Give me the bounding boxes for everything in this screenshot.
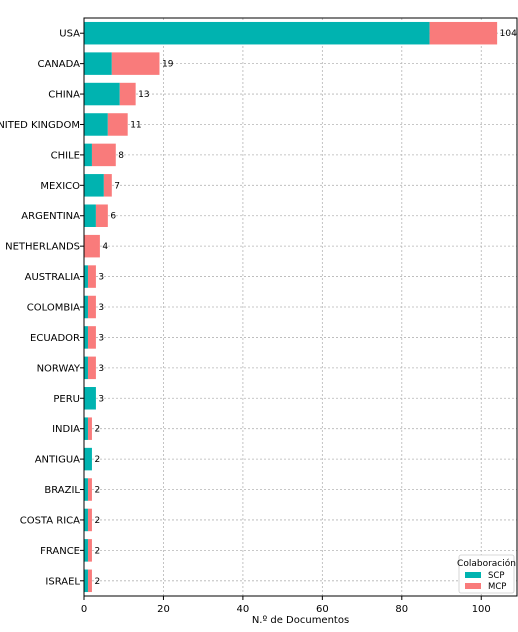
bar-scp (84, 174, 104, 197)
bar-total-label: 13 (138, 90, 149, 100)
x-tick-label: 100 (472, 604, 491, 615)
bar-mcp (87, 539, 92, 562)
bar-total-label: 7 (114, 181, 120, 191)
bar-mcp (119, 82, 136, 106)
x-tick-label: 60 (316, 604, 329, 615)
bar-total-label: 3 (98, 394, 104, 404)
bar-scp (84, 265, 88, 288)
bar-scp (84, 21, 430, 45)
bar-mcp (87, 356, 96, 380)
bar-scp (84, 387, 96, 410)
x-tick-label: 20 (157, 604, 170, 615)
legend-label-scp: SCP (488, 571, 504, 581)
bar-total-label: 3 (98, 333, 104, 343)
category-label: AUSTRALIA (25, 272, 81, 283)
bar-scp (84, 52, 112, 75)
category-label: CANADA (37, 59, 80, 70)
category-label: BRAZIL (44, 485, 80, 496)
bar-mcp (111, 52, 160, 75)
bar-scp (84, 478, 88, 501)
bar-mcp (103, 174, 112, 197)
x-tick-label: 40 (237, 604, 250, 615)
category-label: COLOMBIA (27, 303, 80, 314)
bar-mcp (84, 234, 100, 258)
bar-mcp (91, 143, 116, 167)
bar-total-label: 2 (94, 486, 100, 496)
bar-total-label: 8 (118, 151, 124, 161)
x-tick-label: 80 (395, 604, 408, 615)
category-label: CHILE (51, 150, 80, 161)
bar-total-label: 2 (94, 455, 100, 465)
category-label: USA (59, 29, 80, 40)
bar-total-label: 104 (500, 29, 517, 39)
category-label: ISRAEL (45, 576, 80, 587)
category-label: INDIA (52, 424, 80, 435)
bar-mcp (107, 113, 128, 136)
bar-scp (84, 539, 88, 562)
bar-total-label: 2 (94, 425, 100, 435)
category-label: FRANCE (40, 546, 80, 557)
bar-total-label: 3 (98, 364, 104, 374)
category-label: COSTA RICA (20, 515, 80, 526)
legend-swatch-scp (465, 572, 481, 578)
bar-scp (84, 204, 96, 227)
bar-mcp (429, 21, 498, 45)
bar-scp (84, 143, 92, 167)
category-label: ECUADOR (30, 333, 80, 344)
bar-scp (84, 508, 88, 532)
bar-scp (84, 82, 120, 106)
bar-total-label: 4 (102, 242, 108, 252)
legend-title: Colaboración (457, 558, 516, 569)
bar-total-label: 3 (98, 273, 104, 283)
bar-layer (84, 21, 498, 593)
bar-total-label: 19 (162, 60, 174, 70)
bar-total-label: 3 (98, 303, 104, 313)
category-label: CHINA (48, 90, 80, 101)
bar-mcp (87, 265, 96, 288)
bar-scp (84, 447, 92, 471)
bar-mcp (87, 478, 92, 501)
bar-scp (84, 113, 108, 136)
bar-total-label: 2 (94, 577, 100, 587)
axis-layer: 0 20 40 60 80 100 USA CANADA CHINA UNITED KINGDOM… (0, 29, 491, 615)
bar-scp (84, 326, 88, 349)
bar-mcp (87, 508, 92, 532)
x-axis-title: N.º de Documentos (252, 615, 349, 626)
bar-total-label: 2 (94, 516, 100, 526)
bar-total-label: 11 (130, 120, 141, 130)
bar-mcp (87, 295, 96, 319)
label-layer: 104 19 13 11 8 7 6 4 3 3 3 3 3 2 2 2 2 2 2 (94, 29, 517, 587)
bar-scp (84, 569, 88, 593)
category-label: ARGENTINA (21, 211, 80, 222)
category-label: MEXICO (40, 181, 80, 192)
legend-swatch-mcp (465, 583, 481, 589)
legend: Colaboración SCP MCP (457, 554, 516, 594)
x-tick-label: 0 (81, 604, 87, 615)
category-label: PERU (53, 394, 80, 405)
bar-mcp (95, 204, 108, 227)
bar-scp (84, 356, 88, 380)
bar-mcp (87, 569, 92, 593)
category-label: NORWAY (37, 363, 81, 374)
bar-total-label: 2 (94, 546, 100, 556)
bar-mcp (87, 417, 92, 440)
category-label: NETHERLANDS (5, 242, 80, 253)
category-label: UNITED KINGDOM (0, 120, 80, 131)
bar-scp (84, 295, 88, 319)
bar-scp (84, 417, 88, 440)
bar-total-label: 6 (110, 212, 116, 222)
category-label: ANTIGUA (35, 455, 80, 466)
bar-mcp (87, 326, 96, 349)
grid-layer (83, 18, 517, 596)
legend-label-mcp: MCP (488, 582, 506, 592)
